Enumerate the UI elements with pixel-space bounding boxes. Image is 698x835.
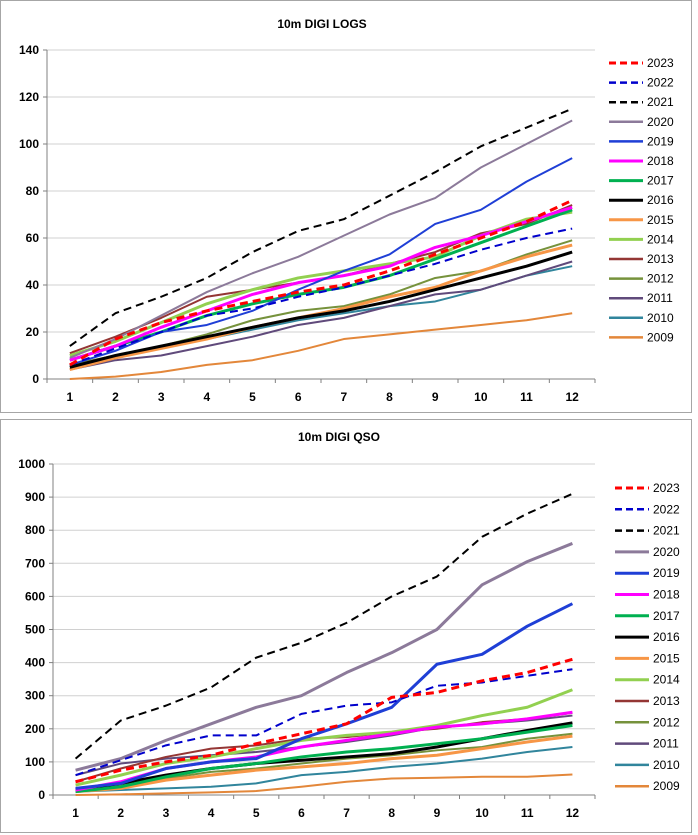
y-tick-label: 0 <box>38 788 45 802</box>
y-tick-label: 600 <box>25 589 45 603</box>
series-line-2015 <box>75 734 573 794</box>
legend-label-2019: 2019 <box>653 566 680 580</box>
legend-label-2023: 2023 <box>647 56 674 70</box>
chart-title: 10m DIGI QSO <box>298 430 380 444</box>
x-tick-label: 7 <box>343 806 350 820</box>
x-tick-label: 3 <box>158 390 165 404</box>
y-tick-label: 120 <box>19 90 39 104</box>
legend-label-2010: 2010 <box>653 758 680 772</box>
series-line-2016 <box>69 250 573 369</box>
x-tick-label: 6 <box>295 390 302 404</box>
series-line-2023 <box>69 199 573 367</box>
legend-label-2010: 2010 <box>647 311 674 325</box>
legend-label-2019: 2019 <box>647 134 674 148</box>
x-tick-label: 9 <box>434 806 441 820</box>
y-tick-label: 700 <box>25 556 45 570</box>
legend-label-2020: 2020 <box>653 545 680 559</box>
legend-label-2014: 2014 <box>647 232 674 246</box>
legend-label-2011: 2011 <box>653 737 679 751</box>
legend-label-2015: 2015 <box>653 651 680 665</box>
chart-title: 10m DIGI LOGS <box>277 17 366 31</box>
y-tick-label: 900 <box>25 490 45 504</box>
y-tick-label: 400 <box>25 656 45 670</box>
y-tick-label: 1000 <box>18 457 45 471</box>
y-tick-label: 80 <box>26 184 40 198</box>
y-tick-label: 100 <box>19 137 39 151</box>
y-tick-label: 300 <box>25 689 45 703</box>
x-tick-label: 2 <box>112 390 119 404</box>
legend-label-2013: 2013 <box>647 252 674 266</box>
y-tick-label: 60 <box>26 231 40 245</box>
chart-panel-qso: 10m DIGI QSO 0 100 200 300 400 500 600 700 800 900… <box>0 419 692 833</box>
legend-label-2014: 2014 <box>653 673 680 687</box>
legend-label-2011: 2011 <box>647 291 673 305</box>
series-line-2020 <box>75 542 573 772</box>
x-tick-label: 10 <box>474 390 488 404</box>
legend-label-2017: 2017 <box>647 174 674 188</box>
x-tick-label: 8 <box>386 390 393 404</box>
legend-label-2016: 2016 <box>653 630 680 644</box>
legend-label-2009: 2009 <box>647 330 674 344</box>
series-line-2019 <box>75 602 574 790</box>
x-tick-label: 6 <box>298 806 305 820</box>
y-tick-label: 0 <box>32 372 39 386</box>
x-tick-label: 10 <box>475 806 489 820</box>
series-line-2010 <box>75 746 573 793</box>
series-line-2020 <box>69 119 573 359</box>
x-tick-label: 2 <box>117 806 124 820</box>
series-line-2022 <box>69 227 573 366</box>
y-tick-label: 200 <box>25 722 45 736</box>
x-tick-label: 9 <box>432 390 439 404</box>
x-tick-label: 11 <box>520 390 533 404</box>
y-tick-label: 500 <box>25 623 45 637</box>
series-line-2011 <box>69 260 573 371</box>
series-line-2019 <box>69 157 573 366</box>
series-line-2014 <box>75 688 573 787</box>
legend-label-2013: 2013 <box>653 694 680 708</box>
x-tick-label: 3 <box>163 806 170 820</box>
legend-label-2016: 2016 <box>647 193 674 207</box>
series-line-2018 <box>69 206 573 362</box>
legend-label-2017: 2017 <box>653 609 680 623</box>
legend-label-2020: 2020 <box>647 115 674 129</box>
x-tick-label: 4 <box>208 806 215 820</box>
series-line-2021 <box>69 107 573 347</box>
legend-label-2012: 2012 <box>647 272 674 286</box>
x-tick-label: 7 <box>340 390 347 404</box>
series-line-2009 <box>69 312 573 380</box>
legend-label-2022: 2022 <box>653 502 680 516</box>
y-tick-label: 40 <box>26 278 40 292</box>
y-tick-label: 100 <box>25 755 45 769</box>
legend-label-2012: 2012 <box>653 715 680 729</box>
y-tick-label: 140 <box>19 43 39 57</box>
x-tick-label: 12 <box>566 806 580 820</box>
legend-label-2018: 2018 <box>653 588 680 602</box>
legend-label-2015: 2015 <box>647 213 674 227</box>
legend-label-2022: 2022 <box>647 76 674 90</box>
legend-label-2009: 2009 <box>653 779 680 793</box>
series-line-2023 <box>75 657 573 784</box>
x-tick-label: 8 <box>388 806 395 820</box>
series-line-2021 <box>74 492 573 760</box>
series-line-2012 <box>69 239 573 366</box>
legend-label-2018: 2018 <box>647 154 674 168</box>
y-tick-label: 20 <box>26 325 40 339</box>
series-line-2009 <box>75 773 573 796</box>
x-tick-label: 5 <box>253 806 260 820</box>
x-tick-label: 1 <box>66 390 73 404</box>
chart-qso: 10m DIGI QSO 0 100 200 300 400 500 600 700 800 900… <box>18 430 680 820</box>
legend-label-2021: 2021 <box>653 524 680 538</box>
chart-panel-logs: 10m DIGI LOGS 0 20 40 60 80 100 120 140 1 2 3 4 5 6 7 8 9… <box>0 0 692 413</box>
series-line-2017 <box>75 724 573 794</box>
x-tick-label: 12 <box>565 390 579 404</box>
x-tick-label: 11 <box>521 806 534 820</box>
legend-label-2023: 2023 <box>653 481 680 495</box>
x-tick-label: 4 <box>203 390 210 404</box>
y-tick-label: 800 <box>25 523 45 537</box>
legend-label-2021: 2021 <box>647 95 674 109</box>
x-tick-label: 1 <box>72 806 79 820</box>
x-tick-label: 5 <box>249 390 256 404</box>
